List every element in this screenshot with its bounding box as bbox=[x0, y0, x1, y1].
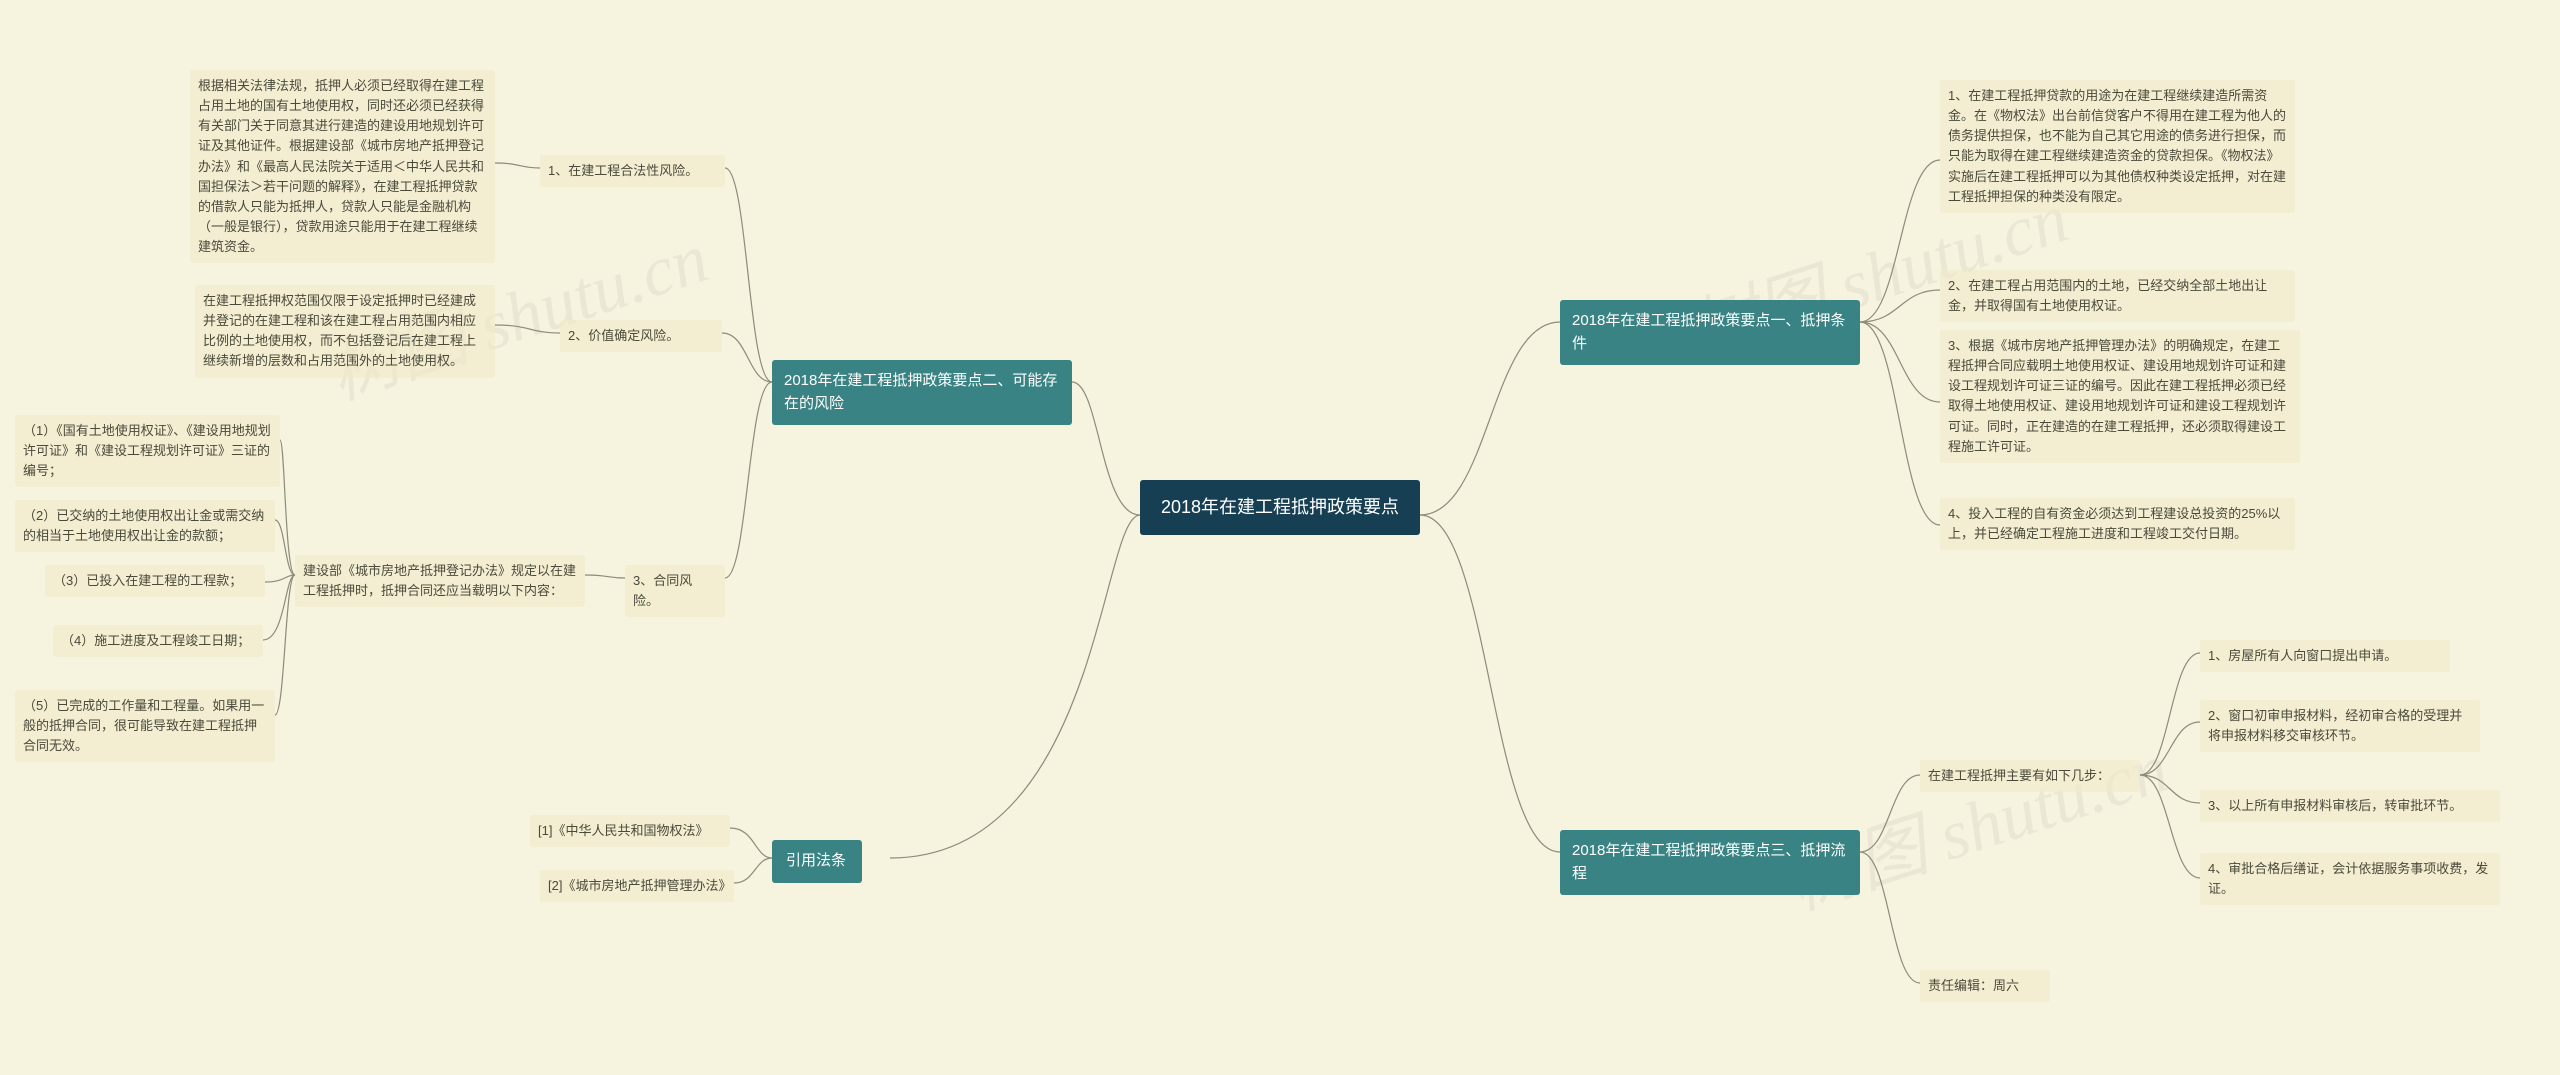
branch-left-1: 2018年在建工程抵押政策要点二、可能存在的风险 bbox=[772, 360, 1072, 425]
branch-title: 引用法条 bbox=[786, 852, 846, 869]
root-node: 2018年在建工程抵押政策要点 bbox=[1140, 480, 1420, 535]
leaf-l1-3-desc: 建设部《城市房地产抵押登记办法》规定以在建工程抵押时，抵押合同还应当载明以下内容… bbox=[295, 555, 585, 607]
leaf-l1-2-desc: 在建工程抵押权范围仅限于设定抵押时已经建成并登记的在建工程和该在建工程占用范围内… bbox=[195, 285, 495, 378]
leaf-l1-3-sub-2: （2）已交纳的土地使用权出让金或需交纳的相当于土地使用权出让金的款额； bbox=[15, 500, 275, 552]
branch-right-1: 2018年在建工程抵押政策要点一、抵押条件 bbox=[1560, 300, 1860, 365]
leaf-r2-sub-2: 2、窗口初审申报材料，经初审合格的受理并将申报材料移交审核环节。 bbox=[2200, 700, 2480, 752]
leaf-r1-4: 4、投入工程的自有资金必须达到工程建设总投资的25%以上，并已经确定工程施工进度… bbox=[1940, 498, 2295, 550]
root-text: 2018年在建工程抵押政策要点 bbox=[1161, 497, 1399, 517]
leaf-r1-2: 2、在建工程占用范围内的土地，已经交纳全部土地出让金，并取得国有土地使用权证。 bbox=[1940, 270, 2295, 322]
leaf-l1-3-sub-1: （1）《国有土地使用权证》、《建设用地规划许可证》和《建设工程规划许可证》三证的… bbox=[15, 415, 280, 487]
branch-title: 2018年在建工程抵押政策要点二、可能存在的风险 bbox=[784, 372, 1057, 412]
branch-left-2: 引用法条 bbox=[772, 840, 862, 883]
leaf-l2-2: [2]《城市房地产抵押管理办法》 bbox=[540, 870, 734, 902]
leaf-l1-3-title: 3、合同风险。 bbox=[625, 565, 725, 617]
branch-title: 2018年在建工程抵押政策要点一、抵押条件 bbox=[1572, 312, 1845, 352]
leaf-l1-2-title: 2、价值确定风险。 bbox=[560, 320, 722, 352]
leaf-l2-1: [1]《中华人民共和国物权法》 bbox=[530, 815, 730, 847]
leaf-r1-1: 1、在建工程抵押贷款的用途为在建工程继续建造所需资金。在《物权法》出台前信贷客户… bbox=[1940, 80, 2295, 213]
leaf-r2-sub: 在建工程抵押主要有如下几步： bbox=[1920, 760, 2140, 792]
watermark: 树图 shutu.cn bbox=[1774, 712, 2179, 929]
leaf-r2-sub-4: 4、审批合格后缮证，会计依据服务事项收费，发证。 bbox=[2200, 853, 2500, 905]
leaf-l1-1-title: 1、在建工程合法性风险。 bbox=[540, 155, 725, 187]
leaf-l1-3-sub-3: （3）已投入在建工程的工程款； bbox=[45, 565, 265, 597]
leaf-r2-editor: 责任编辑：周六 bbox=[1920, 970, 2050, 1002]
leaf-l1-3-sub-4: （4）施工进度及工程竣工日期； bbox=[53, 625, 263, 657]
leaf-l1-3-sub-5: （5）已完成的工作量和工程量。如果用一般的抵押合同，很可能导致在建工程抵押合同无… bbox=[15, 690, 275, 762]
branch-title: 2018年在建工程抵押政策要点三、抵押流程 bbox=[1572, 842, 1845, 882]
branch-right-2: 2018年在建工程抵押政策要点三、抵押流程 bbox=[1560, 830, 1860, 895]
leaf-r2-sub-3: 3、以上所有申报材料审核后，转审批环节。 bbox=[2200, 790, 2500, 822]
leaf-r2-sub-1: 1、房屋所有人向窗口提出申请。 bbox=[2200, 640, 2450, 672]
leaf-l1-1-desc: 根据相关法律法规，抵押人必须已经取得在建工程占用土地的国有土地使用权，同时还必须… bbox=[190, 70, 495, 263]
leaf-r1-3: 3、根据《城市房地产抵押管理办法》的明确规定，在建工程抵押合同应载明土地使用权证… bbox=[1940, 330, 2300, 463]
